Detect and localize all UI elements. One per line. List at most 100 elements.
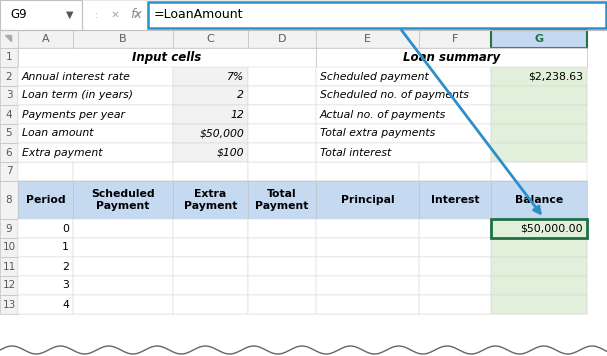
Bar xyxy=(419,143,491,162)
Text: =LoanAmount: =LoanAmount xyxy=(154,9,243,21)
Bar xyxy=(491,295,587,314)
Bar xyxy=(248,295,316,314)
Text: 11: 11 xyxy=(2,262,16,272)
Bar xyxy=(491,30,587,48)
Bar xyxy=(316,86,419,105)
Bar xyxy=(491,257,587,276)
Text: 3: 3 xyxy=(62,281,69,290)
Bar xyxy=(18,86,73,105)
Bar xyxy=(248,124,316,143)
Bar xyxy=(248,86,316,105)
Text: Scheduled payment: Scheduled payment xyxy=(320,72,429,82)
Bar xyxy=(73,276,173,295)
Bar xyxy=(491,86,587,105)
Bar xyxy=(18,219,73,238)
Bar xyxy=(316,276,419,295)
Bar xyxy=(173,105,248,124)
Bar xyxy=(73,276,173,295)
Bar xyxy=(419,295,491,314)
Bar xyxy=(419,181,491,219)
Text: Annual interest rate: Annual interest rate xyxy=(22,72,131,82)
Bar xyxy=(491,238,587,257)
Text: Loan amount: Loan amount xyxy=(22,129,93,138)
Bar xyxy=(73,124,173,143)
Bar xyxy=(491,143,587,162)
Bar xyxy=(248,124,316,143)
Bar xyxy=(73,257,173,276)
Bar xyxy=(18,105,73,124)
Bar xyxy=(316,238,419,257)
Bar xyxy=(73,295,173,314)
Bar xyxy=(491,295,587,314)
Bar xyxy=(419,257,491,276)
Text: Payments per year: Payments per year xyxy=(22,110,125,120)
Bar xyxy=(73,67,173,86)
Bar xyxy=(491,48,587,67)
Text: ▼: ▼ xyxy=(66,10,73,20)
Bar xyxy=(419,238,491,257)
Bar xyxy=(248,67,316,86)
Text: Period: Period xyxy=(25,195,66,205)
Bar xyxy=(0,86,18,105)
Bar xyxy=(491,181,587,219)
Bar xyxy=(173,219,248,238)
Text: fx: fx xyxy=(130,9,142,21)
Bar xyxy=(491,219,587,238)
Bar xyxy=(419,276,491,295)
Text: Scheduled no. of payments: Scheduled no. of payments xyxy=(320,90,469,100)
Bar xyxy=(173,124,248,143)
Bar xyxy=(491,105,587,124)
Bar xyxy=(73,105,173,124)
Text: Total
Payment: Total Payment xyxy=(256,189,309,211)
Bar xyxy=(0,219,18,238)
Bar xyxy=(18,238,73,257)
Text: 12: 12 xyxy=(230,110,244,120)
Bar xyxy=(173,295,248,314)
Bar xyxy=(0,181,18,219)
Bar xyxy=(248,48,316,67)
Bar xyxy=(0,257,18,276)
Bar xyxy=(491,67,587,86)
Bar xyxy=(491,257,587,276)
Text: E: E xyxy=(364,34,371,44)
Bar xyxy=(491,124,587,143)
Bar xyxy=(419,181,491,219)
Bar xyxy=(316,295,419,314)
Bar xyxy=(248,295,316,314)
Bar xyxy=(18,295,73,314)
Bar xyxy=(491,143,587,162)
Text: 9: 9 xyxy=(5,224,12,234)
Text: Input cells: Input cells xyxy=(132,51,202,64)
Text: A: A xyxy=(42,34,49,44)
Bar xyxy=(248,30,316,48)
Text: 4: 4 xyxy=(5,110,12,120)
Bar xyxy=(173,86,248,105)
Text: $50,000.00: $50,000.00 xyxy=(520,224,583,234)
Bar xyxy=(248,143,316,162)
Bar xyxy=(419,219,491,238)
Bar xyxy=(248,67,316,86)
Bar xyxy=(419,67,491,86)
Bar xyxy=(248,181,316,219)
Bar xyxy=(419,257,491,276)
Bar xyxy=(173,30,248,48)
Bar xyxy=(316,67,491,86)
Bar xyxy=(73,219,173,238)
Bar xyxy=(173,48,248,67)
Bar xyxy=(0,124,18,143)
Bar xyxy=(18,67,173,86)
Bar xyxy=(18,124,73,143)
Bar xyxy=(491,276,587,295)
Bar xyxy=(316,105,491,124)
Bar xyxy=(173,181,248,219)
Bar xyxy=(0,48,18,67)
Bar xyxy=(18,86,173,105)
Bar xyxy=(173,238,248,257)
Text: 7: 7 xyxy=(5,167,12,177)
Bar xyxy=(173,86,248,105)
Text: Interest: Interest xyxy=(431,195,480,205)
Bar xyxy=(18,238,73,257)
Bar xyxy=(248,86,316,105)
Text: $100: $100 xyxy=(217,147,244,157)
Bar xyxy=(18,219,73,238)
